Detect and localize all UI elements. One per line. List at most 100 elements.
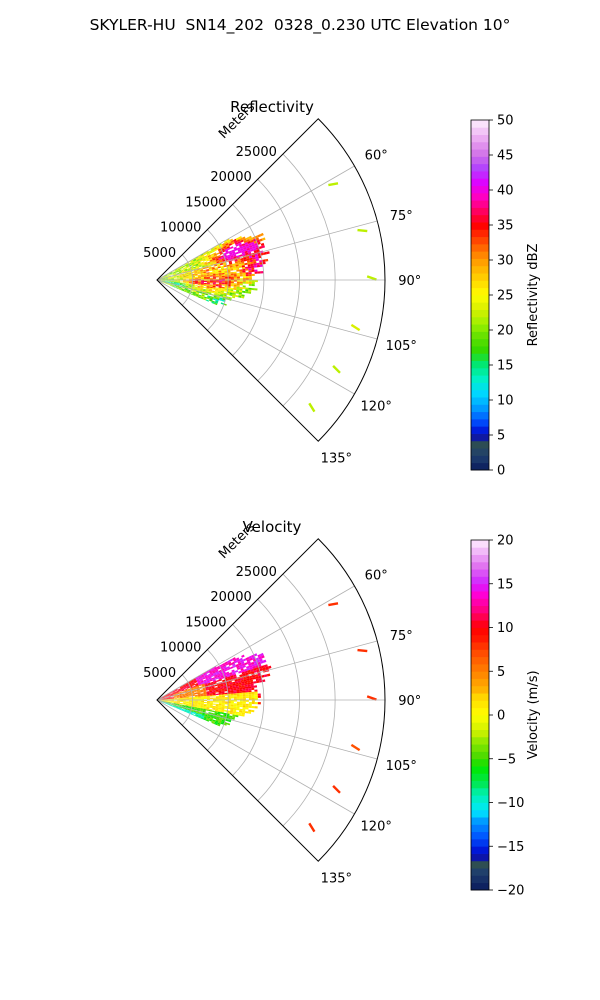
echo-gate — [200, 285, 204, 287]
echo-gate — [215, 697, 219, 699]
echo-gate — [183, 278, 187, 279]
echo-gate — [177, 698, 181, 700]
echo-gate — [231, 669, 235, 673]
echo-gate — [220, 255, 225, 258]
echo-gate — [203, 695, 207, 698]
echo-gate — [200, 674, 204, 677]
echo-gate — [206, 707, 210, 709]
echo-gate — [179, 275, 183, 277]
echo-gate — [217, 711, 221, 714]
echo-gate — [202, 710, 206, 713]
echo-gate — [186, 291, 190, 293]
echo-gate — [232, 263, 236, 266]
echo-gate — [177, 699, 181, 700]
echo-gate — [205, 670, 209, 674]
echo-gate — [194, 295, 198, 298]
echo-gate — [235, 684, 239, 687]
echo-gate — [196, 689, 201, 692]
echo-gate — [249, 237, 253, 241]
sector-frame — [156, 118, 386, 442]
echo-gate — [203, 706, 207, 709]
echo-gate — [246, 658, 251, 663]
echo-gate — [244, 252, 249, 256]
echo-gate — [168, 278, 172, 280]
echo-gate — [167, 694, 171, 696]
echo-gate — [213, 717, 217, 720]
colorbar-segment — [471, 605, 489, 614]
echo-gate — [249, 657, 253, 661]
colorbar-segment — [471, 795, 489, 803]
echo-gate — [247, 264, 251, 267]
echo-gate — [224, 275, 228, 278]
echo-gate — [170, 701, 175, 703]
echo-gate — [173, 272, 176, 275]
echo-gate — [164, 275, 168, 277]
echo-gate — [215, 284, 219, 287]
echo-gate — [178, 707, 182, 710]
echo-gate — [213, 667, 218, 670]
echo-gate — [207, 295, 211, 298]
echo-gate — [197, 696, 201, 698]
echo-gate — [204, 682, 208, 685]
echo-gate — [241, 712, 245, 715]
echo-gate — [224, 274, 228, 276]
echo-gate — [201, 255, 205, 258]
echo-gate — [229, 292, 233, 295]
echo-gate — [242, 267, 246, 270]
echo-gate — [204, 256, 209, 259]
echo-gate — [230, 280, 234, 282]
echo-gate — [229, 687, 234, 690]
echo-gate — [206, 717, 210, 720]
echo-gate — [167, 282, 171, 284]
echo-gate — [167, 695, 171, 697]
echo-gate — [221, 709, 225, 712]
colorbar-tick-label: −10 — [497, 796, 524, 811]
echo-gate — [172, 272, 176, 274]
echo-gate — [220, 302, 225, 305]
echo-gate — [182, 275, 186, 277]
echo-gate — [224, 288, 228, 291]
echo-gate — [208, 677, 212, 680]
echo-gate — [260, 242, 265, 247]
echo-gate — [202, 689, 207, 692]
echo-gate — [194, 694, 198, 697]
echo-gate — [209, 269, 213, 272]
echo-gate — [170, 697, 174, 699]
colorbar-segment — [471, 411, 489, 420]
echo-gate — [187, 689, 191, 692]
echo-gate — [248, 280, 252, 282]
echo-gate — [254, 288, 258, 291]
echo-gate — [246, 258, 250, 261]
echo-gate — [161, 696, 165, 698]
echo-gate — [219, 252, 223, 255]
echo-gate — [217, 292, 221, 295]
echo-gate — [185, 706, 189, 708]
echo-gate — [256, 262, 260, 266]
echo-gate — [238, 664, 243, 668]
echo-gate — [194, 702, 198, 704]
echo-gate — [176, 277, 181, 279]
echo-gate — [170, 702, 174, 703]
echo-gate — [205, 678, 210, 681]
echo-gate — [197, 705, 201, 708]
echo-gate — [224, 289, 228, 292]
echo-gate — [221, 721, 225, 724]
echo-gate — [185, 264, 189, 267]
echo-gate — [238, 662, 242, 666]
echo-gate — [200, 273, 204, 275]
echo-gate — [185, 683, 189, 686]
echo-gate — [239, 696, 243, 699]
echo-gate — [164, 277, 168, 279]
echo-gate — [239, 698, 243, 700]
echo-gate — [176, 272, 180, 275]
echo-gate — [237, 680, 242, 683]
echo-gate — [239, 710, 243, 713]
echo-gate — [233, 689, 237, 692]
echo-gate — [246, 247, 251, 251]
echo-gate — [220, 292, 224, 295]
echo-gate — [236, 239, 241, 243]
echo-gate — [178, 707, 182, 709]
echo-gate — [181, 691, 185, 693]
echo-gate — [178, 690, 182, 692]
echo-gate — [220, 687, 225, 690]
